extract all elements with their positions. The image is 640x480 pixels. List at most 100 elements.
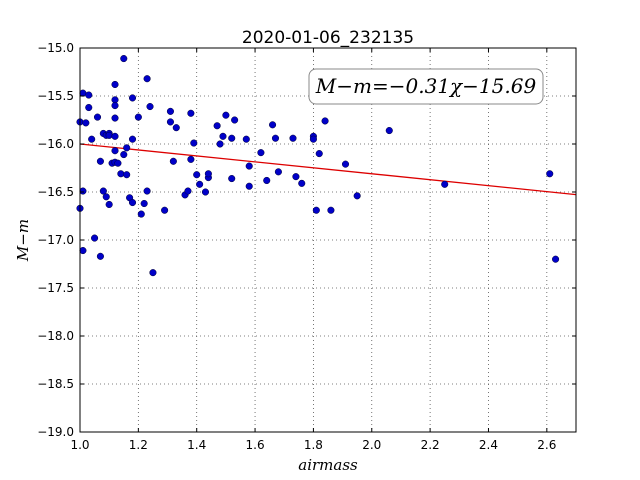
y-tick-label: −16.5 — [37, 185, 74, 199]
data-point — [143, 75, 151, 83]
data-point — [321, 117, 329, 125]
data-point — [231, 116, 239, 124]
data-point — [140, 199, 148, 208]
data-point — [245, 162, 253, 170]
data-point — [123, 171, 131, 179]
data-point — [79, 247, 87, 255]
y-tick-label: −18.5 — [37, 377, 74, 391]
x-tick-labels: 1.0 1.2 1.4 1.6 1.8 2.0 2.2 2.4 2.6 — [70, 438, 556, 452]
x-tick-label: 2.4 — [479, 438, 498, 452]
data-point — [274, 168, 282, 176]
y-tick-label: −19.0 — [37, 425, 74, 439]
data-point — [79, 187, 87, 195]
data-point — [105, 200, 113, 209]
data-point — [315, 150, 323, 158]
data-point — [111, 114, 119, 122]
fit-line — [79, 143, 577, 196]
data-point — [193, 171, 201, 179]
data-point — [120, 151, 128, 159]
data-point — [204, 170, 212, 178]
data-point — [111, 102, 119, 110]
y-tick-label: −17.0 — [37, 233, 74, 247]
data-point — [552, 255, 560, 263]
y-axis-label: M−m — [14, 219, 32, 262]
data-point — [82, 119, 90, 127]
data-point — [289, 134, 297, 142]
data-point — [149, 269, 157, 277]
data-point — [146, 103, 154, 111]
data-point — [353, 192, 361, 200]
x-tick-label: 2.6 — [537, 438, 556, 452]
data-point — [228, 134, 236, 142]
data-point — [96, 157, 104, 165]
y-tick-label: −15.0 — [37, 41, 74, 55]
data-point — [222, 111, 230, 119]
data-point — [242, 135, 250, 143]
data-point — [123, 144, 131, 152]
data-point — [269, 121, 277, 129]
data-point — [216, 140, 224, 148]
data-point — [111, 80, 119, 89]
data-point — [166, 107, 174, 115]
legend-frame — [308, 68, 544, 105]
x-tick-label: 1.8 — [304, 438, 323, 452]
data-point — [128, 199, 137, 207]
data-point — [298, 179, 306, 187]
axis-ticks — [79, 47, 576, 433]
data-point — [196, 180, 204, 188]
data-point — [166, 118, 174, 126]
data-point — [99, 187, 107, 195]
x-tick-label: 2.0 — [362, 438, 381, 452]
data-point — [309, 135, 317, 143]
data-point — [111, 132, 119, 140]
fit-line-group — [79, 143, 577, 196]
data-point — [161, 206, 169, 214]
data-point — [91, 234, 99, 242]
data-point — [327, 206, 335, 214]
data-point — [93, 113, 102, 121]
data-point — [257, 149, 265, 157]
data-points — [76, 55, 560, 277]
data-point — [187, 109, 195, 117]
y-tick-label: −16.0 — [37, 137, 74, 151]
data-point — [187, 155, 195, 163]
data-point — [201, 188, 210, 196]
data-point — [111, 147, 119, 155]
data-point — [190, 139, 198, 147]
data-point — [184, 187, 192, 195]
y-tick-label: −18.0 — [37, 329, 74, 343]
legend-box: M−m=−0.31χ−15.69 — [308, 68, 544, 105]
data-point — [312, 206, 320, 214]
data-point — [128, 94, 137, 102]
data-point — [96, 252, 104, 260]
data-point — [128, 135, 137, 143]
fit-equation-annotation: M−m=−0.31χ−15.69 — [315, 74, 537, 98]
data-point — [172, 124, 180, 132]
data-point — [114, 159, 122, 167]
data-point — [88, 135, 96, 143]
data-point — [219, 132, 227, 140]
data-point — [213, 122, 221, 130]
data-point — [228, 175, 236, 183]
data-point — [441, 180, 449, 188]
data-point — [117, 170, 125, 178]
x-tick-label: 1.2 — [129, 438, 148, 452]
data-point — [245, 182, 253, 190]
y-tick-label: −15.5 — [37, 89, 74, 103]
x-tick-label: 1.4 — [187, 438, 206, 452]
data-point — [105, 131, 113, 139]
y-tick-labels: −15.0 −15.5 −16.0 −16.5 −17.0 −17.5 −18.0 −18.5… — [37, 41, 74, 439]
data-point — [341, 160, 350, 168]
data-point — [385, 127, 393, 135]
data-point — [169, 157, 177, 165]
data-point — [85, 103, 93, 112]
x-tick-label: 2.2 — [421, 438, 440, 452]
data-point — [85, 91, 93, 99]
y-tick-label: −17.5 — [37, 281, 74, 295]
data-point — [102, 193, 110, 201]
x-tick-label: 1.6 — [246, 438, 265, 452]
x-axis-label: airmass — [298, 456, 358, 474]
chart-title: 2020-01-06_232135 — [242, 28, 414, 48]
data-point — [292, 173, 300, 181]
